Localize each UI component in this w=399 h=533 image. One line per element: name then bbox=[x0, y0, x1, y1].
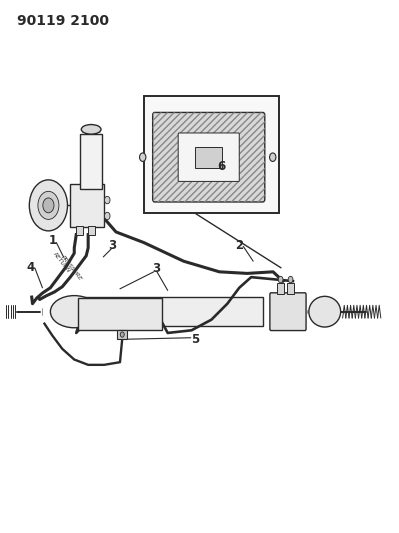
Circle shape bbox=[140, 153, 146, 161]
Bar bbox=[78, 297, 263, 326]
Circle shape bbox=[29, 180, 67, 231]
FancyBboxPatch shape bbox=[153, 112, 265, 202]
Bar bbox=[287, 282, 294, 294]
Bar bbox=[70, 184, 104, 227]
Text: 5: 5 bbox=[191, 333, 199, 346]
Bar bbox=[76, 226, 83, 235]
Text: PRESSURE: PRESSURE bbox=[60, 255, 83, 282]
Bar bbox=[80, 134, 102, 189]
Bar bbox=[195, 147, 222, 168]
Bar bbox=[88, 226, 95, 235]
Text: 1: 1 bbox=[48, 235, 56, 247]
FancyBboxPatch shape bbox=[178, 133, 239, 181]
Circle shape bbox=[38, 191, 59, 220]
FancyBboxPatch shape bbox=[270, 293, 306, 330]
Text: 3: 3 bbox=[152, 262, 160, 274]
Bar bbox=[144, 96, 279, 213]
Text: 3: 3 bbox=[108, 239, 116, 252]
Circle shape bbox=[288, 276, 293, 282]
Text: 4: 4 bbox=[26, 261, 35, 274]
Bar bbox=[277, 282, 284, 294]
Text: 6: 6 bbox=[217, 160, 225, 173]
Circle shape bbox=[270, 153, 276, 161]
Text: 90119 2100: 90119 2100 bbox=[17, 14, 109, 28]
Text: RETURN: RETURN bbox=[52, 251, 71, 273]
Text: 2: 2 bbox=[235, 239, 243, 252]
Circle shape bbox=[105, 212, 110, 220]
Circle shape bbox=[105, 196, 110, 204]
Ellipse shape bbox=[309, 296, 341, 327]
Bar bbox=[78, 298, 162, 330]
Ellipse shape bbox=[50, 296, 98, 328]
Circle shape bbox=[278, 276, 283, 282]
Ellipse shape bbox=[81, 125, 101, 134]
Circle shape bbox=[120, 332, 124, 337]
Circle shape bbox=[43, 198, 54, 213]
Bar bbox=[117, 330, 127, 339]
